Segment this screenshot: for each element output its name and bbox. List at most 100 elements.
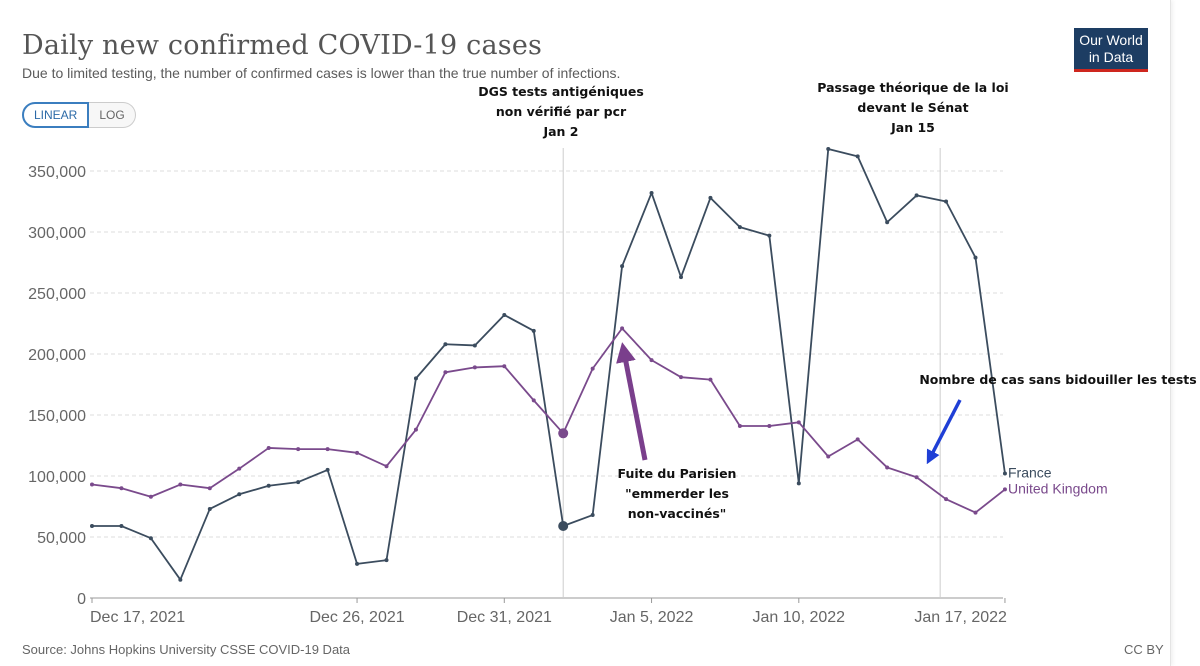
source-note[interactable]: Source: Johns Hopkins University CSSE CO… (22, 642, 351, 657)
uk-point[interactable] (973, 510, 978, 515)
owid-logo[interactable]: Our World in Data (1074, 28, 1148, 72)
france-point[interactable] (443, 342, 448, 347)
uk-point[interactable] (944, 497, 949, 502)
uk-point[interactable] (708, 377, 713, 382)
france-point[interactable] (767, 233, 772, 238)
annotation-senat: Jan 15 (890, 120, 935, 135)
uk-point[interactable] (502, 364, 507, 369)
uk-point[interactable] (1002, 487, 1007, 492)
uk-point[interactable] (531, 398, 536, 403)
x-tick-label: Dec 31, 2021 (457, 609, 552, 626)
uk-point[interactable] (649, 358, 654, 363)
annotation-dgs-tests: non vérifié par pcr (496, 104, 627, 119)
france-point[interactable] (620, 264, 625, 269)
uk-point[interactable] (384, 464, 389, 469)
france-point[interactable] (325, 467, 330, 472)
uk-point[interactable] (679, 375, 683, 380)
france-point[interactable] (914, 193, 919, 198)
france-point[interactable] (1002, 471, 1007, 476)
uk-point[interactable] (119, 486, 124, 491)
france-point[interactable] (384, 558, 389, 563)
uk-point[interactable] (148, 494, 153, 499)
uk-point[interactable] (207, 486, 212, 491)
france-point[interactable] (708, 195, 713, 200)
scale-toggle: LINEAR LOG (22, 102, 136, 128)
uk-point[interactable] (237, 466, 242, 471)
france-line[interactable] (92, 148, 1006, 581)
chart-subtitle: Due to limited testing, the number of co… (22, 65, 621, 81)
annotation-nombre-de-cas: Nombre de cas sans bidouiller les tests (919, 372, 1196, 387)
france-point[interactable] (296, 480, 301, 485)
france-point[interactable] (855, 154, 860, 159)
france-point[interactable] (826, 147, 831, 152)
y-tick-label: 150,000 (28, 408, 86, 425)
uk-point[interactable] (885, 465, 890, 470)
uk-highlight-point[interactable] (558, 428, 569, 439)
annotation-dgs-tests: Jan 2 (542, 124, 578, 139)
france-point[interactable] (885, 220, 890, 225)
logo-line-2: in Data (1088, 49, 1134, 65)
france-point[interactable] (679, 275, 683, 280)
uk-point[interactable] (914, 475, 919, 480)
france-point[interactable] (355, 561, 360, 566)
uk-point[interactable] (90, 482, 94, 487)
uk-point[interactable] (620, 326, 625, 331)
uk-point[interactable] (325, 447, 330, 452)
y-tick-label: 0 (77, 591, 86, 608)
x-tick-label: Dec 26, 2021 (309, 609, 404, 626)
license-link[interactable]: CC BY (1124, 642, 1164, 657)
chart-title: Daily new confirmed COVID-19 cases (22, 30, 543, 61)
uk-point[interactable] (826, 454, 831, 459)
france-point[interactable] (531, 328, 536, 333)
france-point[interactable] (90, 524, 94, 529)
y-tick-label: 200,000 (28, 347, 86, 364)
annotation-fuite-parisien: "emmerder les (625, 486, 729, 501)
annotation-dgs-tests: DGS tests antigéniques (478, 84, 644, 99)
france-point[interactable] (178, 577, 183, 582)
uk-point[interactable] (737, 423, 742, 428)
uk-point[interactable] (178, 482, 183, 487)
uk-point[interactable] (590, 366, 595, 371)
uk-point[interactable] (355, 450, 360, 455)
france-highlight-point[interactable] (558, 521, 569, 532)
uk-point[interactable] (796, 420, 801, 425)
france-point[interactable] (649, 190, 654, 195)
france-point[interactable] (796, 481, 801, 486)
y-tick-label: 50,000 (37, 530, 86, 547)
log-scale-button[interactable]: LOG (89, 102, 136, 128)
x-tick-label: Jan 10, 2022 (753, 609, 846, 626)
france-point[interactable] (472, 343, 477, 348)
france-point[interactable] (119, 524, 124, 529)
france-point[interactable] (207, 506, 212, 511)
y-tick-label: 100,000 (28, 469, 86, 486)
france-point[interactable] (502, 312, 507, 317)
y-tick-label: 350,000 (28, 164, 86, 181)
linear-scale-button[interactable]: LINEAR (22, 102, 90, 128)
france-point[interactable] (148, 536, 153, 541)
france-point[interactable] (413, 376, 418, 381)
blue-arrow (926, 399, 962, 465)
france-series-label[interactable]: France (1008, 465, 1052, 481)
france-point[interactable] (590, 513, 595, 518)
uk-point[interactable] (266, 445, 271, 450)
uk-line[interactable] (91, 327, 1006, 514)
uk-point[interactable] (296, 447, 301, 452)
annotation-senat: devant le Sénat (857, 100, 968, 115)
france-point[interactable] (944, 199, 949, 204)
france-point[interactable] (737, 225, 742, 230)
france-point[interactable] (973, 255, 978, 260)
uk-point[interactable] (472, 365, 477, 370)
uk-series-label[interactable]: United Kingdom (1008, 480, 1108, 496)
x-tick-label: Jan 5, 2022 (610, 609, 694, 626)
annotation-fuite-parisien: Fuite du Parisien (618, 466, 737, 481)
uk-point[interactable] (413, 427, 418, 432)
annotation-fuite-parisien: non-vaccinés" (628, 506, 727, 521)
uk-point[interactable] (855, 437, 860, 442)
france-point[interactable] (266, 483, 271, 488)
uk-point[interactable] (767, 423, 772, 428)
chart-card: Daily new confirmed COVID-19 cases Due t… (22, 0, 1171, 666)
uk-point[interactable] (443, 370, 448, 375)
y-tick-label: 300,000 (28, 225, 86, 242)
france-point[interactable] (237, 492, 242, 497)
